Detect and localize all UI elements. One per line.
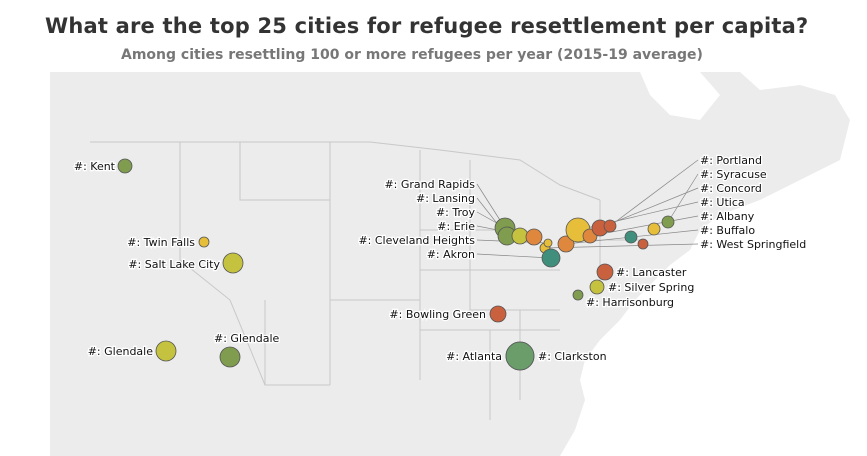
- city-label: #: Portland: [700, 154, 762, 167]
- city-label: #: Clarkston: [538, 350, 607, 363]
- city-bubble[interactable]: [637, 238, 649, 250]
- leader-line: [476, 253, 552, 259]
- city-label: #: Grand Rapids: [384, 178, 475, 191]
- land-mass: [50, 72, 850, 456]
- city-bubble[interactable]: [155, 340, 177, 362]
- city-label: #: Lancaster: [616, 266, 687, 279]
- city-bubble[interactable]: [603, 219, 617, 233]
- city-bubble[interactable]: [222, 252, 244, 274]
- city-bubble[interactable]: [219, 346, 241, 368]
- city-bubble[interactable]: [543, 238, 553, 248]
- city-bubble[interactable]: [505, 341, 535, 371]
- city-label: #: Glendale: [88, 345, 154, 358]
- city-label: #: Twin Falls: [127, 236, 195, 249]
- city-bubble[interactable]: [661, 215, 675, 229]
- city-label: #: Troy: [436, 206, 476, 219]
- city-label: #: Buffalo: [700, 224, 755, 237]
- city-bubble[interactable]: [596, 263, 614, 281]
- city-label: #: Concord: [700, 182, 762, 195]
- city-label: #: Glendale: [214, 332, 280, 345]
- city-label: #: West Springfield: [700, 238, 806, 251]
- city-label: #: Salt Lake City: [128, 258, 220, 271]
- city-label: #: Silver Spring: [608, 281, 694, 294]
- city-bubble[interactable]: [541, 248, 561, 268]
- city-label: #: Utica: [700, 196, 745, 209]
- city-bubble[interactable]: [511, 227, 529, 245]
- leader-line: [667, 173, 699, 223]
- city-bubble[interactable]: [589, 279, 605, 295]
- city-label: #: Akron: [427, 248, 475, 261]
- city-bubble[interactable]: [647, 222, 661, 236]
- city-bubble[interactable]: [489, 305, 507, 323]
- page-subtitle: Among cities resettling 100 or more refu…: [121, 47, 703, 63]
- city-bubble[interactable]: [557, 235, 575, 253]
- city-label: #: Harrisonburg: [586, 296, 674, 309]
- hudson-bay: [640, 72, 720, 120]
- city-bubble[interactable]: [198, 236, 210, 248]
- city-label: #: Kent: [74, 160, 116, 173]
- city-label: #: Syracuse: [700, 168, 767, 181]
- city-bubble[interactable]: [525, 228, 543, 246]
- city-label: #: Erie: [437, 220, 475, 233]
- city-label: #: Bowling Green: [389, 308, 486, 321]
- city-label: #: Cleveland Heights: [358, 234, 475, 247]
- city-label: #: Lansing: [416, 192, 475, 205]
- leader-line: [609, 159, 699, 227]
- city-bubble[interactable]: [572, 289, 584, 301]
- leader-line: [589, 215, 699, 237]
- city-label: #: Atlanta: [446, 350, 502, 363]
- city-label: #: Albany: [700, 210, 755, 223]
- city-bubble[interactable]: [117, 158, 133, 174]
- page-title: What are the top 25 cities for refugee r…: [45, 14, 809, 38]
- city-bubble[interactable]: [624, 230, 638, 244]
